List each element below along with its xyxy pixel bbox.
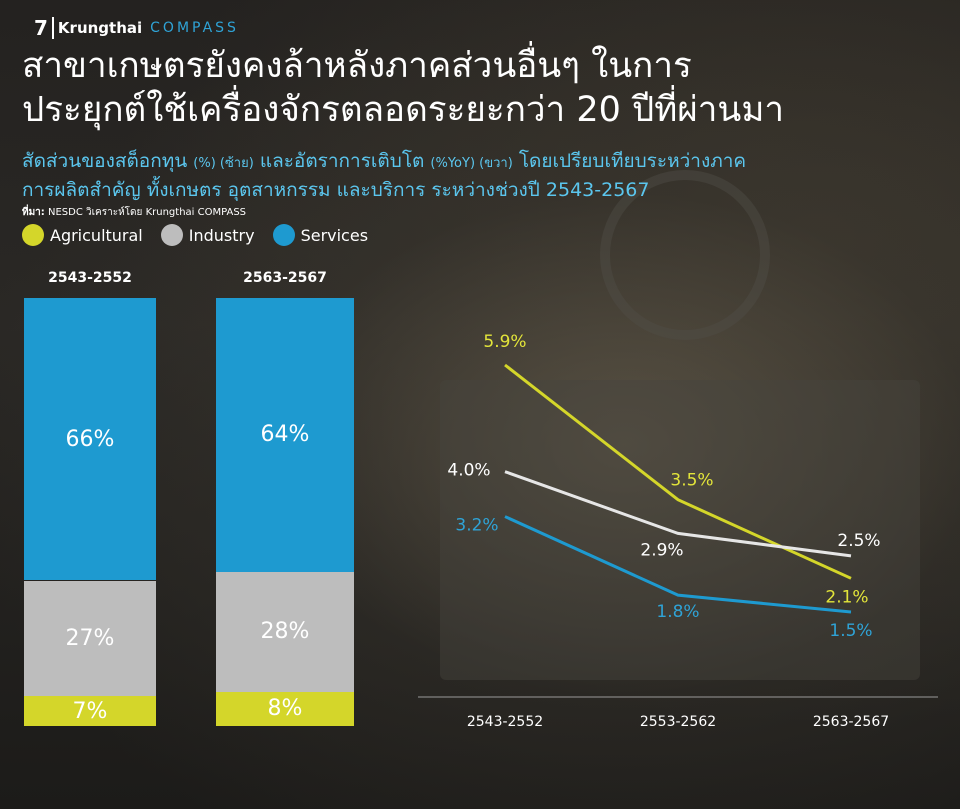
legend-swatch-agricultural	[22, 224, 44, 246]
x-tick-label: 2553-2562	[640, 714, 716, 730]
source-text: NESDC วิเคราะห์โดย Krungthai COMPASS	[44, 207, 247, 218]
bar-segment-services: 64%	[216, 298, 354, 572]
x-tick-label: 2563-2567	[813, 714, 889, 730]
subtitle-part-5: โดยเปรียบเทียบระหว่างภาค	[512, 150, 747, 172]
brand-name: Krungthai	[57, 19, 143, 37]
subtitle-part-4: (%YoY) (ขวา)	[430, 156, 513, 171]
x-tick-label: 2543-2552	[467, 714, 543, 730]
data-label-agricultural: 5.9%	[483, 332, 526, 352]
data-label-industry: 4.0%	[447, 461, 490, 481]
legend-item-industry: Industry	[160, 224, 255, 246]
subtitle-part-2: (%) (ซ้าย)	[193, 156, 254, 171]
subtitle-part-1: สัดส่วนของสต็อกทุน	[22, 150, 194, 172]
subtitle-line-1: สัดส่วนของสต็อกทุน (%) (ซ้าย) และอัตรากา…	[22, 148, 942, 177]
background-machine	[440, 380, 920, 680]
stack-label-2: 2563-2567	[243, 270, 327, 286]
bar-data-label: 8%	[267, 696, 303, 722]
data-label-industry: 2.5%	[837, 531, 880, 551]
stacked-bar-1: 7% 27% 66%	[24, 298, 156, 726]
series-line-industry	[504, 470, 852, 558]
data-label-industry: 2.9%	[640, 540, 683, 560]
background-wheel	[600, 170, 770, 340]
source-note: ที่มา: NESDC วิเคราะห์โดย Krungthai COMP…	[22, 205, 246, 220]
data-label-services: 1.5%	[829, 621, 872, 641]
bar-data-label: 27%	[65, 625, 115, 651]
title-line-2: ประยุกต์ใช้เครื่องจักรตลอดระยะกว่า 20 ปี…	[22, 90, 785, 130]
subtitle-part-3: และอัตราการเติบโต	[253, 150, 431, 172]
bar-segment-agricultural: 8%	[216, 691, 354, 726]
series-line-agricultural	[504, 363, 852, 580]
stack-label-1: 2543-2552	[48, 270, 132, 286]
bar-data-label: 28%	[260, 619, 310, 645]
legend-item-agricultural: Agricultural	[22, 224, 143, 246]
legend-label-industry: Industry	[188, 225, 255, 245]
brand-separator	[51, 17, 54, 39]
data-label-agricultural: 2.1%	[825, 587, 868, 607]
legend-label-agricultural: Agricultural	[50, 225, 143, 245]
brand-product: COMPASS	[150, 20, 239, 36]
series-line-services	[504, 515, 852, 614]
bar-data-label: 7%	[72, 698, 108, 724]
bar-data-label: 64%	[260, 422, 310, 448]
data-label-agricultural: 3.5%	[670, 471, 713, 491]
page-number: 7	[34, 16, 48, 40]
legend-swatch-services	[272, 224, 295, 246]
bar-segment-industry: 27%	[24, 580, 156, 697]
bar-data-label: 66%	[65, 426, 115, 452]
legend-swatch-industry	[160, 224, 183, 246]
legend-label-services: Services	[300, 225, 369, 245]
data-label-services: 1.8%	[656, 602, 699, 622]
legend: Agricultural Industry Services	[22, 224, 368, 246]
bar-segment-agricultural: 7%	[24, 696, 156, 726]
stacked-bar-2: 8% 28% 64%	[216, 298, 354, 726]
bar-segment-services: 66%	[24, 298, 156, 581]
title-line-1: สาขาเกษตรยังคงล้าหลังภาคส่วนอื่นๆ ในการ	[22, 46, 692, 86]
bar-segment-industry: 28%	[216, 571, 354, 692]
page-title: สาขาเกษตรยังคงล้าหลังภาคส่วนอื่นๆ ในการ …	[22, 44, 942, 132]
subtitle-line-2: การผลิตสำคัญ ทั้งเกษตร อุตสาหกรรม และบริ…	[22, 179, 650, 201]
legend-item-services: Services	[272, 224, 369, 246]
data-label-services: 3.2%	[455, 516, 498, 536]
brand-header: 7 Krungthai COMPASS	[34, 16, 239, 40]
source-label: ที่มา:	[22, 207, 45, 218]
chart-subtitle: สัดส่วนของสต็อกทุน (%) (ซ้าย) และอัตรากา…	[22, 148, 942, 203]
